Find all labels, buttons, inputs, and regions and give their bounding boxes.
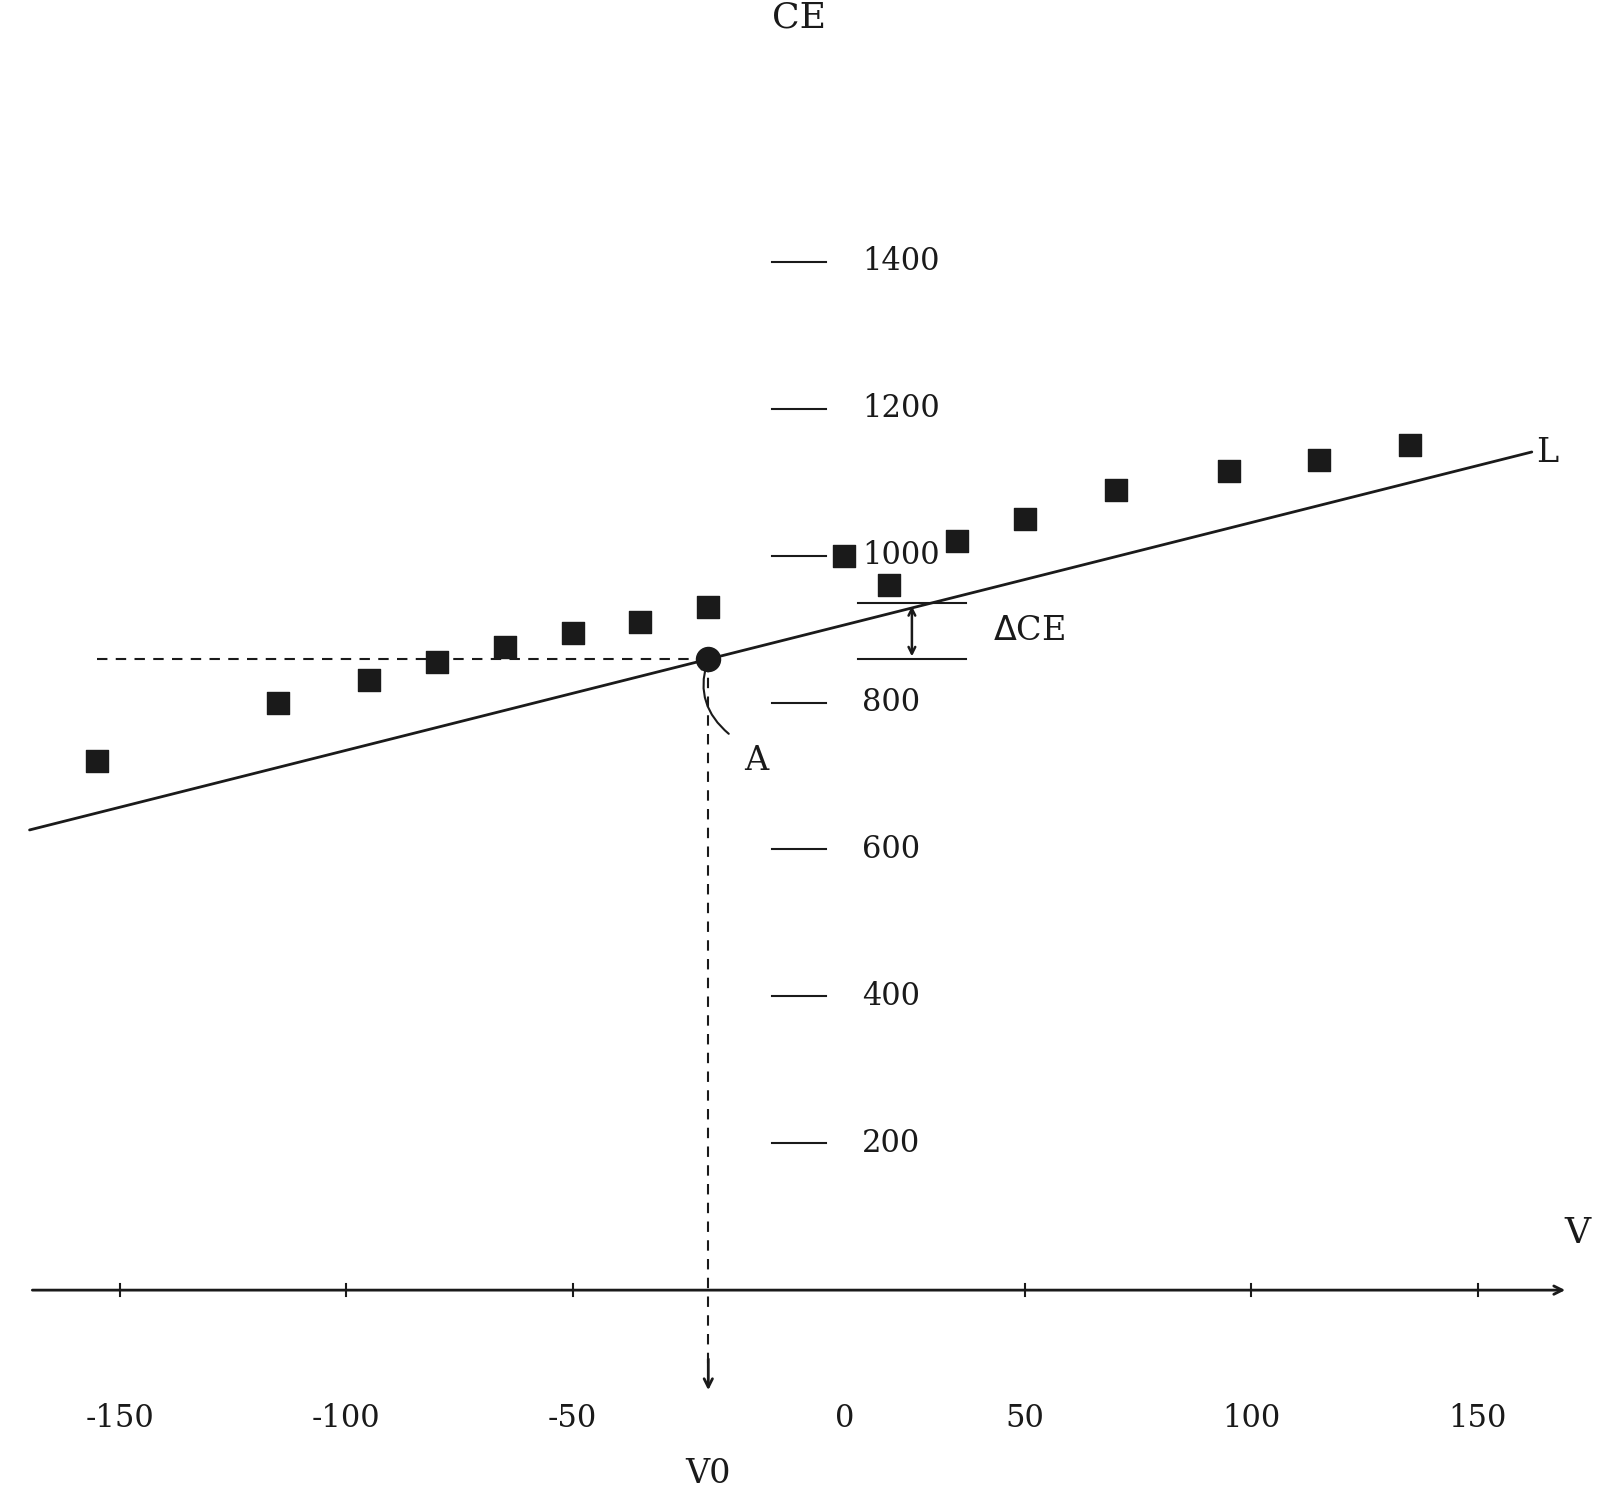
- Point: [696, 595, 722, 619]
- Text: -100: -100: [312, 1403, 381, 1434]
- Text: A: A: [744, 746, 768, 777]
- Text: 100: 100: [1222, 1403, 1280, 1434]
- Point: [85, 750, 110, 774]
- Point: [1216, 459, 1242, 483]
- Point: [696, 647, 722, 671]
- Text: V: V: [1563, 1215, 1590, 1249]
- Point: [560, 620, 586, 644]
- Text: -50: -50: [547, 1403, 597, 1434]
- Point: [357, 668, 382, 692]
- Text: 50: 50: [1005, 1403, 1045, 1434]
- Text: -150: -150: [86, 1403, 155, 1434]
- Text: 800: 800: [862, 687, 920, 719]
- Text: $\Delta$CE: $\Delta$CE: [994, 616, 1066, 647]
- Text: 1200: 1200: [862, 394, 939, 425]
- Text: 1000: 1000: [862, 540, 939, 571]
- Text: 600: 600: [862, 833, 920, 865]
- Point: [1397, 434, 1422, 458]
- Text: 200: 200: [862, 1127, 920, 1159]
- Point: [627, 610, 653, 634]
- Text: 1400: 1400: [862, 246, 939, 277]
- Point: [944, 529, 970, 553]
- Text: 150: 150: [1448, 1403, 1507, 1434]
- Text: CE: CE: [771, 0, 826, 34]
- Point: [1102, 477, 1128, 501]
- Point: [491, 635, 517, 659]
- Text: 400: 400: [862, 981, 920, 1012]
- Point: [1306, 449, 1331, 473]
- Point: [832, 544, 858, 568]
- Text: L: L: [1536, 437, 1558, 468]
- Point: [877, 573, 902, 596]
- Text: V0: V0: [685, 1458, 731, 1490]
- Point: [424, 650, 450, 674]
- Point: [1013, 507, 1038, 531]
- Text: 0: 0: [835, 1403, 854, 1434]
- Point: [266, 690, 291, 714]
